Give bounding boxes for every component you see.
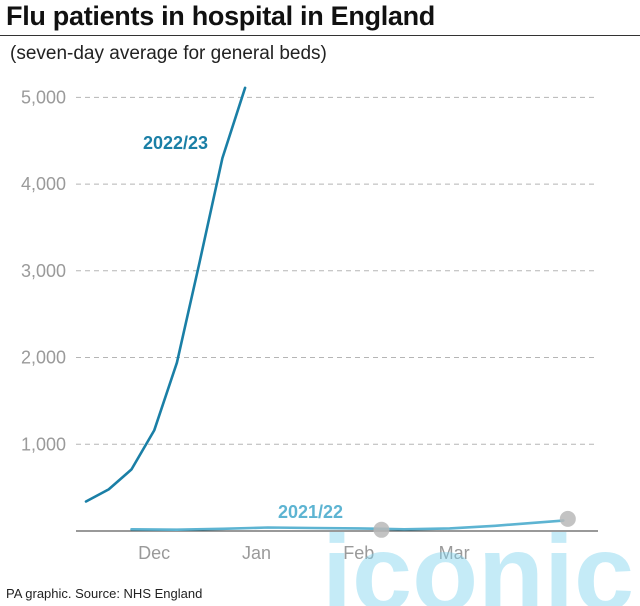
source-credit: PA graphic. Source: NHS England [6,586,203,601]
series-label: 2021/22 [278,502,343,522]
y-axis-ticks: 1,000 2,000 3,000 4,000 5,000 [21,87,66,454]
title-rule [0,35,640,36]
series-lines: 2022/23 2021/22 [84,86,576,538]
chart-subtitle: (seven-day average for general beds) [10,43,327,64]
series-line [130,519,565,532]
chart-title: Flu patients in hospital in England [6,1,436,31]
series-line [84,86,247,503]
x-tick-label: Jan [242,543,271,563]
y-tick-label: 2,000 [21,348,66,368]
y-tick-label: 3,000 [21,261,66,281]
series-label: 2022/23 [143,133,208,153]
x-tick-label: Feb [343,543,374,563]
x-tick-label: Dec [138,543,170,563]
y-tick-label: 1,000 [21,434,66,454]
y-tick-label: 4,000 [21,174,66,194]
x-axis-ticks: Dec Jan Feb Mar [138,543,470,563]
point-marker [559,510,576,527]
watermark-logo: iconic [322,512,634,606]
watermark-text: iconic [322,512,634,606]
x-tick-label: Mar [439,543,470,563]
point-marker [373,521,390,538]
y-tick-label: 5,000 [21,87,66,107]
gridlines [76,96,598,445]
